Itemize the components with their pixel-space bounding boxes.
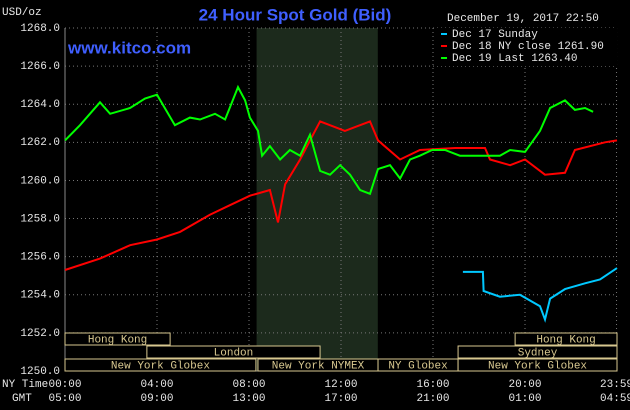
session-label: New York Globex (111, 360, 210, 372)
y-tick-label: 1262.0 (20, 137, 60, 149)
y-tick-label: 1266.0 (20, 61, 60, 73)
session-label: New York NYMEX (272, 360, 365, 372)
y-tick-label: 1250.0 (20, 366, 60, 378)
x2-tick-label: 05:00 (48, 393, 81, 405)
session-box (457, 358, 618, 372)
y-tick-label: 1256.0 (20, 252, 60, 264)
x2-tick-label: 13:00 (232, 393, 265, 405)
y-tick-label: 1252.0 (20, 328, 60, 340)
session-label: New York Globex (488, 360, 587, 372)
x-tick-label: 00:00 (48, 379, 81, 391)
series-line (64, 84, 594, 196)
y-tick-label: 1254.0 (20, 290, 60, 302)
legend-label: Dec 17 Sunday (452, 29, 538, 41)
x-tick-label: 16:00 (416, 379, 449, 391)
session-box (64, 332, 171, 346)
session-label: Hong Kong (88, 334, 147, 346)
chart-title: 24 Hour Spot Gold (Bid) (199, 5, 392, 24)
x-axis-label: NY Time (2, 379, 48, 391)
x2-tick-label: 21:00 (416, 393, 449, 405)
y-tick-label: 1268.0 (20, 23, 60, 35)
x-tick-label: 08:00 (232, 379, 265, 391)
x2-tick-label: 09:00 (140, 393, 173, 405)
y-tick-label: 1260.0 (20, 175, 60, 187)
session-box (146, 345, 321, 359)
session-label: London (214, 347, 254, 359)
x-tick-label: 04:00 (140, 379, 173, 391)
series-line (462, 267, 618, 323)
x-tick-label: 12:00 (324, 379, 357, 391)
highlight-band (256, 28, 378, 371)
series-line (64, 120, 618, 271)
timestamp: December 19, 2017 22:50 (447, 13, 599, 25)
legend-box (437, 28, 617, 66)
legend-label: Dec 19 Last 1263.40 (452, 53, 577, 65)
x-tick-label: 20:00 (508, 379, 541, 391)
y-tick-label: 1264.0 (20, 99, 60, 111)
x-tick-label: 23:59 (600, 379, 630, 391)
session-box (514, 332, 618, 346)
session-box (64, 358, 257, 372)
session-box (457, 345, 618, 359)
session-label: NY Globex (388, 360, 448, 372)
y-axis-label: USD/oz (2, 7, 42, 19)
x2-tick-label: 01:00 (508, 393, 541, 405)
y-tick-label: 1258.0 (20, 213, 60, 225)
x2-tick-label: 04:59 (600, 393, 630, 405)
chart-subtitle: www.kitco.com (67, 38, 191, 57)
session-label: Hong Kong (536, 334, 595, 346)
session-label: Sydney (518, 347, 558, 359)
legend-label: Dec 18 NY close 1261.90 (452, 41, 604, 53)
x2-axis-label: GMT (12, 393, 32, 405)
x2-tick-label: 17:00 (324, 393, 357, 405)
